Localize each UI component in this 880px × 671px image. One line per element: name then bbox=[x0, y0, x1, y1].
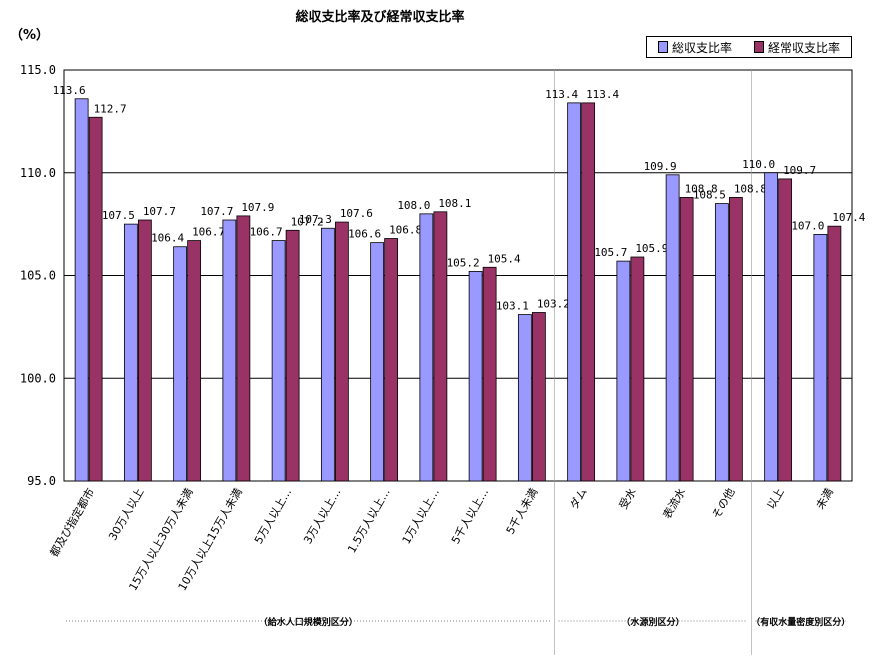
data-label-total: 105.2 bbox=[447, 256, 480, 269]
bar-ordinary-ratio bbox=[433, 211, 448, 482]
x-tick-label: 5千人以上… bbox=[449, 486, 491, 546]
data-label-ordinary: 105.4 bbox=[488, 252, 521, 265]
data-label-total: 106.4 bbox=[151, 232, 184, 245]
y-tick-label: 110.0 bbox=[20, 166, 56, 180]
x-tick-label: 1万人以上… bbox=[400, 486, 442, 546]
data-label-ordinary: 112.7 bbox=[94, 102, 127, 115]
group-label: （水源別区分） bbox=[621, 616, 684, 628]
bar-total-ratio bbox=[173, 246, 188, 482]
bar-ordinary-ratio bbox=[334, 221, 349, 482]
data-label-ordinary: 108.8 bbox=[734, 182, 767, 195]
bar-ordinary-ratio bbox=[137, 219, 152, 482]
bar-total-ratio bbox=[419, 213, 434, 482]
legend: 総収支比率 経常収支比率 bbox=[646, 36, 852, 58]
x-tick-label: 都及び指定都市 bbox=[47, 486, 98, 560]
legend-label-ordinary: 経常収支比率 bbox=[767, 40, 840, 55]
data-label-total: 110.0 bbox=[742, 158, 775, 171]
bar-total-ratio bbox=[123, 223, 138, 482]
data-label-total: 113.6 bbox=[53, 84, 86, 97]
data-label-total: 103.1 bbox=[496, 300, 529, 313]
bar-ordinary-ratio bbox=[285, 229, 300, 482]
x-tick-label: その他 bbox=[710, 486, 738, 521]
data-label-total: 109.9 bbox=[644, 160, 677, 173]
y-tick-label: 95.0 bbox=[27, 474, 56, 488]
data-label-ordinary: 108.1 bbox=[438, 197, 471, 210]
data-label-total: 107.5 bbox=[102, 209, 135, 222]
group-label: （給水人口規模別区分） bbox=[259, 616, 358, 628]
data-label-ordinary: 107.4 bbox=[832, 211, 865, 224]
x-tick-label: ダム bbox=[567, 486, 590, 512]
bar-total-ratio bbox=[616, 260, 631, 482]
bar-total-ratio bbox=[320, 227, 335, 482]
legend-item-ordinary: 経常収支比率 bbox=[753, 39, 840, 56]
x-tick-label: 以上 bbox=[764, 486, 786, 512]
bar-ordinary-ratio bbox=[630, 256, 645, 482]
data-label-ordinary: 109.7 bbox=[783, 164, 816, 177]
data-label-ordinary: 106.8 bbox=[389, 224, 422, 237]
bar-ordinary-ratio bbox=[384, 238, 399, 482]
x-tick-label: 未満 bbox=[814, 486, 836, 512]
data-label-total: 107.7 bbox=[200, 205, 233, 218]
bar-total-ratio bbox=[468, 270, 483, 482]
data-label-total: 106.7 bbox=[250, 226, 283, 239]
data-label-total: 113.4 bbox=[545, 88, 578, 101]
y-tick-label: 115.0 bbox=[20, 63, 56, 77]
bar-total-ratio bbox=[714, 203, 729, 482]
data-label-ordinary: 103.2 bbox=[537, 297, 570, 310]
data-label-ordinary: 107.7 bbox=[143, 205, 176, 218]
data-label-total: 105.7 bbox=[594, 246, 627, 259]
y-tick-label: 100.0 bbox=[20, 371, 56, 385]
bar-total-ratio bbox=[665, 174, 680, 482]
data-label-ordinary: 107.9 bbox=[241, 201, 274, 214]
x-tick-label: 30万人以上 bbox=[106, 486, 146, 543]
bar-total-ratio bbox=[764, 172, 779, 482]
bar-total-ratio bbox=[271, 240, 286, 482]
x-tick-label: 5千人未満 bbox=[504, 486, 541, 537]
legend-swatch-total bbox=[657, 41, 668, 53]
data-label-total: 108.0 bbox=[397, 199, 430, 212]
bar-ordinary-ratio bbox=[778, 178, 793, 482]
data-label-total: 107.0 bbox=[791, 219, 824, 232]
data-label-ordinary: 106.7 bbox=[192, 226, 225, 239]
data-label-total: 106.6 bbox=[348, 228, 381, 241]
legend-item-total: 総収支比率 bbox=[657, 39, 732, 56]
bar-total-ratio bbox=[813, 233, 828, 482]
x-tick-label: 1.5万人以上… bbox=[345, 486, 393, 555]
bar-total-ratio bbox=[370, 242, 385, 482]
bar-ordinary-ratio bbox=[679, 197, 694, 482]
bar-ordinary-ratio bbox=[581, 102, 596, 482]
bar-ordinary-ratio bbox=[531, 312, 546, 482]
data-label-ordinary: 113.4 bbox=[586, 88, 619, 101]
y-axis-unit-label: （%） bbox=[10, 28, 50, 43]
bar-ordinary-ratio bbox=[827, 225, 842, 482]
x-tick-label: 受水 bbox=[617, 486, 639, 512]
legend-swatch-ordinary bbox=[753, 41, 764, 53]
group-label: （有収水量密度別区分） bbox=[751, 616, 850, 628]
chart-title: 総収支比率及び経常収支比率 bbox=[295, 10, 465, 25]
x-tick-label: 3万人以上… bbox=[301, 486, 343, 546]
bar-total-ratio bbox=[567, 102, 582, 482]
data-label-ordinary: 107.6 bbox=[340, 207, 373, 220]
legend-label-total: 総収支比率 bbox=[671, 40, 732, 55]
x-tick-label: 表流水 bbox=[660, 486, 689, 522]
bar-total-ratio bbox=[74, 98, 89, 482]
x-tick-label: 5万人以上… bbox=[252, 486, 294, 546]
bar-ordinary-ratio bbox=[728, 197, 743, 482]
data-label-total: 107.3 bbox=[299, 213, 332, 226]
bar-total-ratio bbox=[517, 314, 532, 482]
data-label-ordinary: 108.8 bbox=[685, 182, 718, 195]
bar-ordinary-ratio bbox=[482, 266, 497, 482]
bar-total-ratio bbox=[222, 219, 237, 482]
data-label-ordinary: 105.9 bbox=[635, 242, 668, 255]
data-label-total: 108.5 bbox=[693, 189, 726, 202]
bar-ordinary-ratio bbox=[236, 215, 251, 482]
bar-ordinary-ratio bbox=[88, 116, 103, 482]
y-tick-label: 105.0 bbox=[20, 269, 56, 283]
bar-ordinary-ratio bbox=[187, 240, 202, 482]
plot-area-border bbox=[63, 69, 853, 482]
data-label-ordinary: 107.2 bbox=[291, 215, 324, 228]
